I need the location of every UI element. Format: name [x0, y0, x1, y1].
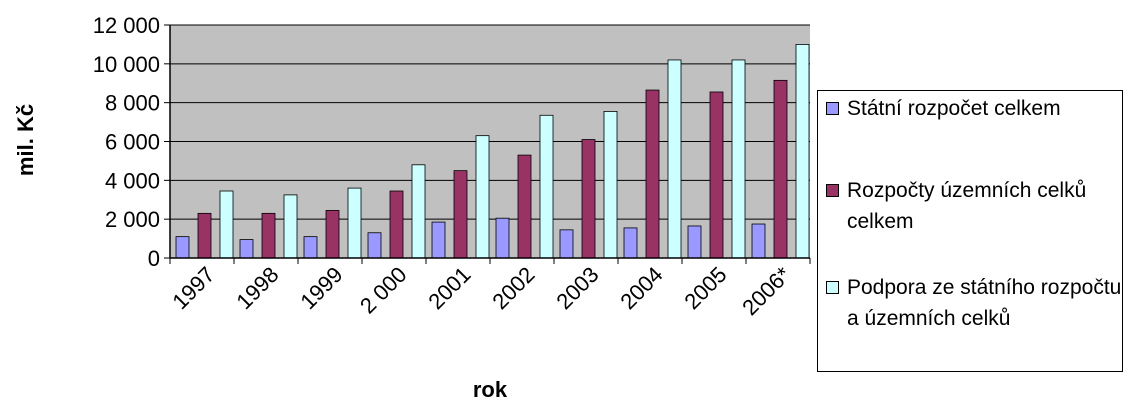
bar: [667, 59, 682, 259]
bar: [453, 170, 468, 259]
bar: [709, 91, 724, 259]
bar: [645, 89, 660, 259]
bar: [367, 232, 382, 259]
y-tick-label: 4 000: [105, 168, 160, 193]
x-tick-label: 2006*: [737, 262, 796, 321]
x-tick-label: 1999: [295, 262, 347, 314]
bar: [475, 135, 490, 259]
bar: [431, 221, 446, 259]
bar: [283, 194, 298, 259]
bar: [687, 225, 702, 259]
y-tick-label: 12 000: [93, 13, 160, 38]
bar: [581, 139, 596, 259]
bar: [495, 217, 510, 259]
bar: [731, 59, 746, 259]
legend-swatch-territorial-budgets: [826, 184, 839, 197]
gridlines: [170, 24, 810, 220]
bar: [773, 79, 788, 259]
x-tick-label: 2004: [615, 262, 667, 314]
legend-label: Podpora ze státního rozpočtu a územních …: [847, 276, 1122, 330]
y-tick-label: 10 000: [93, 52, 160, 77]
bar: [325, 210, 340, 259]
x-tick-label: 2001: [423, 262, 475, 314]
x-tick-label: 2005: [679, 262, 731, 314]
bar: [347, 187, 362, 259]
y-tick-label: 6 000: [105, 130, 160, 155]
bar: [603, 111, 618, 259]
bars: [175, 44, 810, 259]
bar: [219, 190, 234, 259]
x-tick-label: 2003: [551, 262, 603, 314]
y-tick-label: 8 000: [105, 91, 160, 116]
bar: [751, 223, 766, 259]
bar: [623, 227, 638, 259]
bar: [389, 190, 404, 259]
bar: [795, 44, 810, 259]
y-tick-label: 0: [148, 246, 160, 271]
x-tick-label: 2 000: [355, 262, 412, 319]
x-tick-label: 1997: [167, 262, 219, 314]
bar: [261, 212, 276, 259]
x-tick-labels: 1997 1998 1999 2 000 2001 2002 2003 2004 2005 200…: [167, 262, 796, 321]
x-tick-label: 2002: [487, 262, 539, 314]
bar: [559, 229, 574, 259]
y-tick-label: 2 000: [105, 207, 160, 232]
bar: [239, 239, 254, 259]
x-tick-label: 1998: [231, 262, 283, 314]
axes: [164, 24, 811, 264]
bar: [303, 236, 318, 259]
legend-swatch-support: [826, 281, 839, 294]
bar: [539, 114, 554, 259]
legend-swatch-state-budget: [826, 102, 839, 115]
x-axis-label: rok: [473, 377, 508, 402]
legend-label: Rozpočty územních celků celkem: [847, 179, 1087, 233]
legend: Státní rozpočet celkem Rozpočty územních…: [817, 90, 1123, 372]
bar: [175, 236, 190, 259]
bar: [517, 154, 532, 259]
legend-label: Státní rozpočet celkem: [847, 97, 1061, 120]
y-tick-labels: 0 2 000 4 000 6 000 8 000 10 000 12 000: [93, 13, 160, 271]
bar: [197, 212, 212, 259]
bar: [411, 164, 426, 259]
y-axis-label: mil. Kč: [13, 104, 38, 176]
